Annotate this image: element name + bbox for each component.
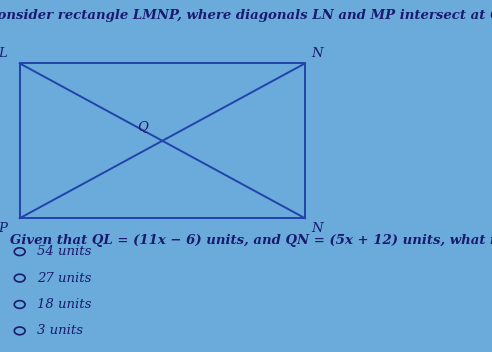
Text: Given that QL = (11x − 6) units, and QN = (5x + 12) units, what is the length of: Given that QL = (11x − 6) units, and QN …	[10, 234, 492, 247]
Text: Consider rectangle LMNP, where diagonals LN and MP intersect at Q.: Consider rectangle LMNP, where diagonals…	[0, 9, 492, 22]
Text: 27 units: 27 units	[37, 272, 92, 284]
Text: N: N	[311, 47, 323, 60]
Text: L: L	[0, 47, 7, 60]
Text: 54 units: 54 units	[37, 245, 92, 258]
Text: 3 units: 3 units	[37, 325, 83, 337]
Text: N: N	[311, 222, 323, 235]
Text: 18 units: 18 units	[37, 298, 92, 311]
Text: P: P	[0, 222, 7, 235]
Text: Q: Q	[137, 120, 148, 133]
